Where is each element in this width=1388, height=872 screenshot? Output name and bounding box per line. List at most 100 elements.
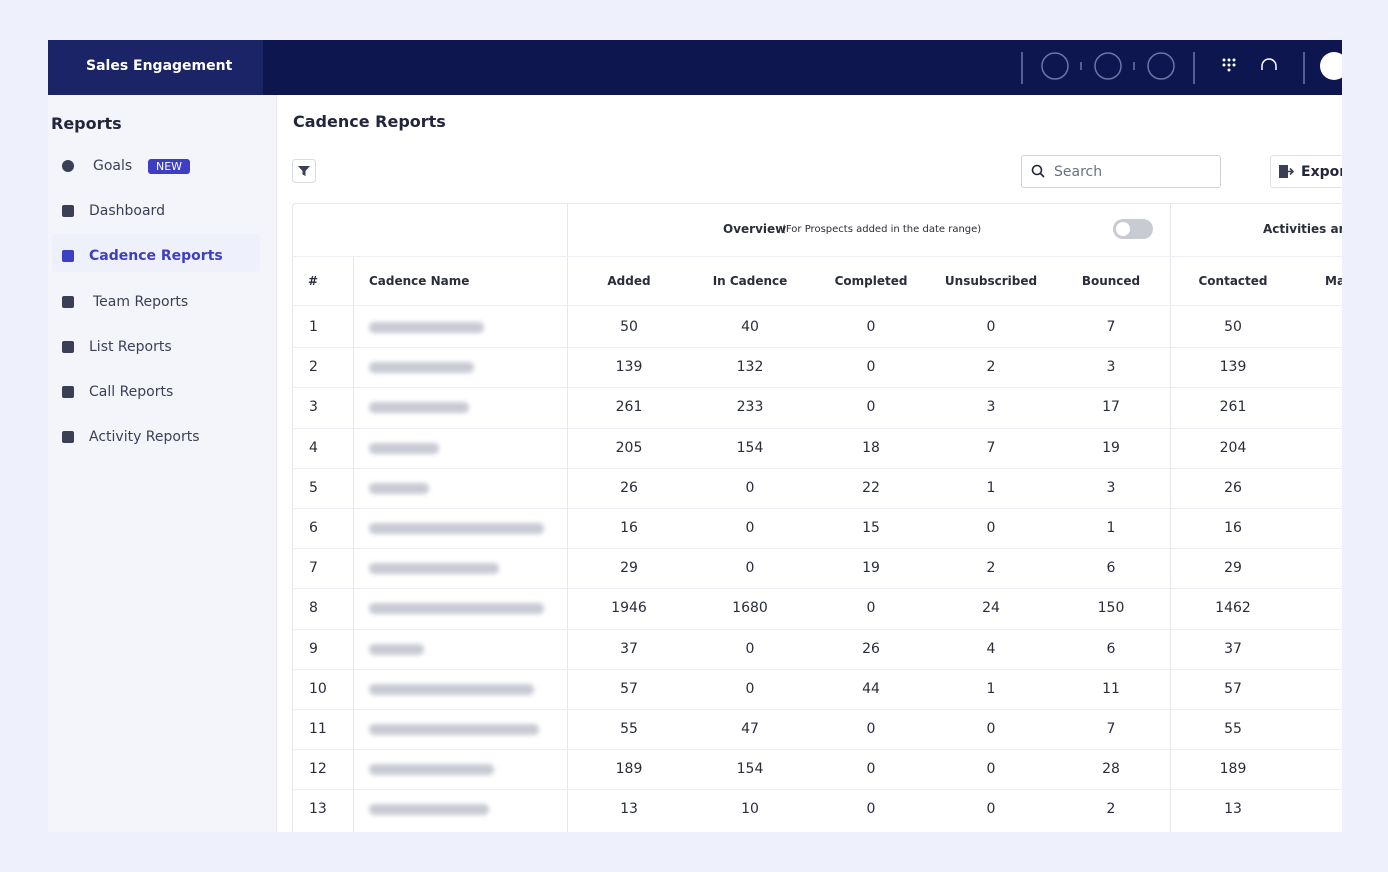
cell-value: 15 [862,520,880,536]
row-divider [293,508,1342,509]
sidebar-item[interactable]: List Reports [89,338,172,355]
sidebar-icon [62,160,74,172]
cell-value: 55 [1224,721,1242,737]
cell-value: 0 [866,801,876,818]
cell-value: 0 [866,359,876,376]
cell-value: 44 [862,680,880,697]
row-number: 7 [309,560,318,577]
cell-value: 16 [1224,520,1242,536]
cell-value: 16 [620,520,638,536]
cell-value: 26 [620,479,638,496]
sidebar-item[interactable]: Dashboard [89,203,165,220]
search-icon [1031,164,1045,178]
cell-value: 29 [620,560,638,577]
cell-value: 0 [745,640,755,657]
cell-value: 47 [741,721,759,737]
cell-value: 37 [1224,640,1242,657]
sidebar-title: Reports [51,114,122,133]
blurred-name [369,764,494,776]
row-number: 11 [309,721,327,737]
cell-value: 3 [1106,359,1116,376]
cell-value: 7 [1106,721,1116,737]
cell-value: 0 [745,680,755,697]
cell-value: 37 [620,640,638,657]
sidebar-icon [62,250,74,263]
row-divider [293,347,1342,349]
app: Sales Engagement Reports Cadence Reports… [48,40,1342,832]
cell-value: 26 [1224,479,1242,496]
export-label: Expor [1301,164,1342,180]
row-number: 10 [309,680,327,697]
filter-button[interactable] [292,159,316,183]
cell-value: 1946 [611,600,647,617]
cell-value: 3 [986,399,996,416]
row-divider [293,427,1342,429]
search-placeholder: Search [1054,164,1103,180]
cell-value: 150 [1097,600,1125,617]
group-header-note: (For Prospects added in the date range) [782,224,982,235]
cell-value: 50 [1224,319,1242,335]
cell-value: 0 [745,479,755,496]
cell-value: 4 [986,640,996,657]
report-table: Overview (For Prospects added in the date… [292,203,1342,832]
cell-value: 0 [986,721,996,737]
row-number: 1 [309,319,318,335]
cell-value: 28 [1102,761,1120,778]
cell-value: 26 [862,640,880,657]
blurred-name [369,402,469,414]
sidebar-icon [62,340,74,353]
group-header: Activities and [1263,222,1342,236]
cell-value: 0 [866,319,876,335]
export-button[interactable]: Expor [1270,155,1342,188]
cell-value: 189 [615,761,643,778]
blurred-name [369,804,489,816]
row-divider [293,305,1342,306]
column-header: Bounced [1081,274,1141,288]
cell-value: 205 [615,439,643,456]
cell-value: 17 [1102,399,1120,416]
sidebar-item[interactable]: Cadence Reports [89,248,223,265]
top-bar [48,40,1342,95]
sidebar-item[interactable]: Goals [93,158,133,174]
cell-value: 1 [986,479,996,496]
cell-value: 50 [620,319,638,335]
sidebar-icon [62,431,74,444]
cell-value: 18 [862,439,880,456]
blurred-name [369,603,544,615]
cell-value: 13 [620,801,638,818]
column-header: Contacted [1198,274,1268,288]
cell-value: 154 [736,761,764,778]
row-divider [293,548,1342,550]
cell-value: 13 [1224,801,1242,818]
cell-value: 233 [736,399,764,416]
brand[interactable]: Sales Engagement [86,58,233,74]
sidebar-item[interactable]: Team Reports [93,293,189,310]
search-box[interactable]: Search [1021,155,1221,188]
sidebar-item[interactable]: Call Reports [89,384,174,400]
cell-value: 0 [745,520,755,536]
cell-value: 0 [986,761,996,778]
cell-value: 261 [1219,399,1247,416]
blurred-name [369,683,534,695]
cell-value: 19 [1102,439,1120,456]
cell-value: 204 [1219,439,1247,456]
sidebar-item[interactable]: Activity Reports [89,429,200,446]
row-divider [293,789,1342,791]
blurred-name [369,482,429,494]
cell-value: 1 [986,680,996,697]
sidebar [48,95,277,832]
cell-value: 2 [986,560,996,577]
row-divider [293,709,1342,710]
column-header: # [308,274,319,288]
cell-value: 0 [866,399,876,416]
row-number: 12 [309,761,327,778]
cell-value: 0 [866,721,876,737]
cell-value: 10 [741,801,759,818]
column-header: Added [607,274,651,288]
blurred-name [369,724,539,735]
cell-value: 11 [1102,680,1120,697]
toggle-knob [1116,222,1130,236]
cell-value: 7 [986,439,996,456]
cell-value: 57 [1224,680,1242,697]
row-number: 9 [309,640,318,657]
